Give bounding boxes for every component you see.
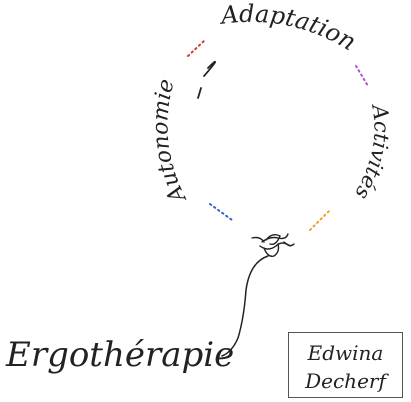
word-adaptation: Adaptation — [218, 0, 361, 56]
word-activites: Activités — [350, 101, 394, 204]
red-dotted-segment — [187, 39, 206, 57]
signature-last-name: Decherf — [305, 369, 386, 393]
word-autonomie: Autonomie — [148, 77, 192, 208]
orange-dotted-segment — [309, 209, 331, 231]
signature-box: Edwina Decherf — [288, 332, 403, 398]
balloon-highlight — [197, 60, 217, 99]
blue-dotted-segment — [209, 203, 233, 221]
balloon-string — [221, 255, 269, 357]
purple-dotted-segment — [355, 65, 369, 87]
balloon-knot — [251, 233, 295, 258]
word-ergotherapie: Ergothérapie — [5, 335, 234, 375]
signature-first-name: Edwina — [307, 341, 384, 365]
